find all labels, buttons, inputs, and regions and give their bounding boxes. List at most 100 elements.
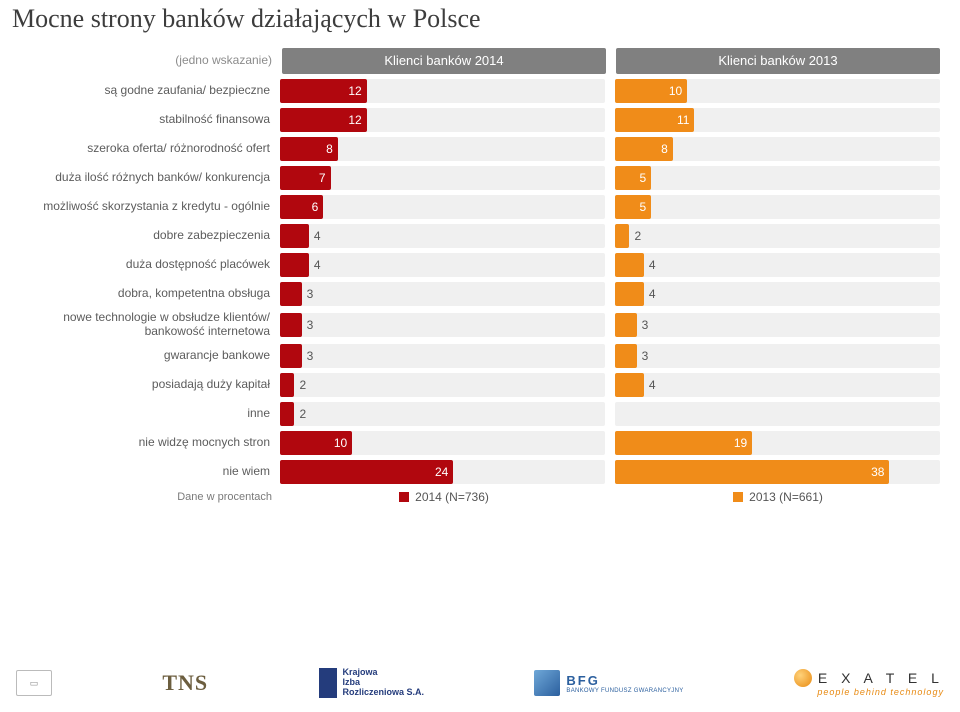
data-row: dobre zabezpieczenia 4 2: [10, 224, 940, 248]
data-row: szeroka oferta/ różnorodność ofert88: [10, 137, 940, 161]
bar-cell: 3: [280, 313, 605, 337]
bar-value: 24: [430, 460, 453, 484]
column-header-0: Klienci banków 2014: [282, 48, 606, 74]
bar: [280, 402, 294, 426]
exatel-text: E X A T E L: [818, 670, 944, 686]
row-label: szeroka oferta/ różnorodność ofert: [10, 142, 280, 156]
bar-value: 8: [656, 137, 673, 161]
row-label: nie wiem: [10, 465, 280, 479]
bar-cell: 4: [615, 282, 940, 306]
row-label: dobre zabezpieczenia: [10, 229, 280, 243]
data-row: inne2: [10, 402, 940, 426]
chart-subtitle: (jedno wskazanie): [12, 53, 282, 67]
exatel-dot-icon: [794, 669, 812, 687]
bar-cell: 3: [615, 313, 940, 337]
bar-value: 12: [343, 79, 366, 103]
bar-value: 4: [644, 253, 661, 277]
bar-cell: 4: [615, 373, 940, 397]
bar-cell: 11: [615, 108, 940, 132]
bar: [280, 224, 309, 248]
bar: [280, 460, 453, 484]
bar-cell: 12: [280, 108, 605, 132]
bar-cell: 19: [615, 431, 940, 455]
data-row: stabilność finansowa 12 11: [10, 108, 940, 132]
bar: [615, 313, 637, 337]
bar-value: 11: [672, 108, 694, 132]
data-row: duża ilość różnych banków/ konkurencja 7 5: [10, 166, 940, 190]
column-header-1: Klienci banków 2013: [616, 48, 940, 74]
bar-cell: 4: [280, 224, 605, 248]
legend-swatch: [733, 492, 743, 502]
data-row: nowe technologie w obsłudze klientów/ ba…: [10, 311, 940, 339]
bar-value: 10: [664, 79, 687, 103]
bar-value: 10: [329, 431, 352, 455]
footer-logos: ▭ TNS Krajowa Izba Rozliczeniowa S.A. BF…: [0, 654, 960, 712]
data-row: możliwość skorzystania z kredytu - ogóln…: [10, 195, 940, 219]
bar-value: 5: [634, 195, 651, 219]
bfg-logo: BFG BANKOWY FUNDUSZ GWARANCYJNY: [534, 670, 683, 696]
row-label: inne: [10, 407, 280, 421]
bar-cell: 3: [280, 344, 605, 368]
bar-cell: 8: [280, 137, 605, 161]
bar-value: 7: [314, 166, 331, 190]
bar-cell: 4: [615, 253, 940, 277]
footnote: Dane w procentach: [12, 491, 282, 503]
strengths-chart: (jedno wskazanie) Klienci banków 2014 Kli…: [10, 48, 940, 504]
legend-swatch: [399, 492, 409, 502]
bar-value: 2: [294, 373, 311, 397]
legend-text: 2013 (N=661): [749, 490, 823, 504]
bar: [615, 373, 644, 397]
row-label: gwarancje bankowe: [10, 349, 280, 363]
exatel-logo: E X A T E L people behind technology: [794, 669, 944, 697]
data-row: duża dostępność placówek44: [10, 253, 940, 277]
row-label: są godne zaufania/ bezpieczne: [10, 84, 280, 98]
legend-item: 2013 (N=661): [616, 490, 940, 504]
bar-cell: 5: [615, 195, 940, 219]
bar-cell: 4: [280, 253, 605, 277]
bar-cell: 7: [280, 166, 605, 190]
bar: [615, 253, 644, 277]
bar-cell: 2: [615, 224, 940, 248]
bar-value: 4: [644, 282, 661, 306]
row-label: posiadają duży kapitał: [10, 378, 280, 392]
bar-value: 4: [309, 224, 326, 248]
row-label: stabilność finansowa: [10, 113, 280, 127]
bar-value: 5: [634, 166, 651, 190]
bar: [615, 344, 637, 368]
bar-cell: 8: [615, 137, 940, 161]
bar-cell: 6: [280, 195, 605, 219]
bar-value: 3: [302, 313, 319, 337]
legend-row: Dane w procentach 2014 (N=736)2013 (N=66…: [10, 490, 940, 504]
data-row: dobra, kompetentna obsługa34: [10, 282, 940, 306]
bar-cell: 2: [280, 373, 605, 397]
data-row: posiadają duży kapitał 2 4: [10, 373, 940, 397]
bar-value: 3: [302, 282, 319, 306]
data-row: gwarancje bankowe33: [10, 344, 940, 368]
bar-value: 3: [637, 344, 654, 368]
bar: [615, 282, 644, 306]
bar-cell: 12: [280, 79, 605, 103]
header-row: (jedno wskazanie) Klienci banków 2014 Kli…: [10, 48, 940, 74]
bar-cell: 2: [280, 402, 605, 426]
bar-value: 2: [629, 224, 646, 248]
bar-cell: 10: [615, 79, 940, 103]
bar-value: 12: [343, 108, 366, 132]
bar-value: 3: [637, 313, 654, 337]
exatel-tagline: people behind technology: [794, 687, 944, 697]
bar-cell: 5: [615, 166, 940, 190]
bar: [280, 253, 309, 277]
row-label: duża dostępność placówek: [10, 258, 280, 272]
page-title: Mocne strony banków działających w Polsc…: [12, 4, 940, 34]
row-label: duża ilość różnych banków/ konkurencja: [10, 171, 280, 185]
row-label: nowe technologie w obsłudze klientów/ ba…: [10, 311, 280, 339]
bar-cell: 10: [280, 431, 605, 455]
bar: [615, 460, 889, 484]
bar-cell: [615, 402, 940, 426]
bar-cell: 3: [615, 344, 940, 368]
bfg-text: BFG: [566, 673, 683, 688]
bar-value: 19: [729, 431, 752, 455]
bar: [280, 373, 294, 397]
row-label: nie widzę mocnych stron: [10, 436, 280, 450]
row-label: możliwość skorzystania z kredytu - ogóln…: [10, 200, 280, 214]
bar-cell: 3: [280, 282, 605, 306]
